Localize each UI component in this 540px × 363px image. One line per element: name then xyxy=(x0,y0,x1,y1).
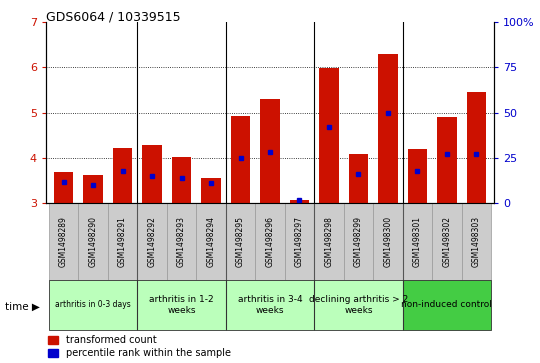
Bar xyxy=(137,203,167,280)
Bar xyxy=(314,280,403,330)
Bar xyxy=(113,148,132,203)
Text: GSM1498303: GSM1498303 xyxy=(472,216,481,267)
Bar xyxy=(379,54,397,203)
Bar xyxy=(408,149,427,203)
Bar xyxy=(255,203,285,280)
Text: GSM1498300: GSM1498300 xyxy=(383,216,393,267)
Text: GSM1498297: GSM1498297 xyxy=(295,216,304,267)
Text: GSM1498298: GSM1498298 xyxy=(325,216,334,267)
Bar xyxy=(172,157,191,203)
Bar xyxy=(462,203,491,280)
Text: GSM1498289: GSM1498289 xyxy=(59,216,68,267)
Bar xyxy=(319,68,339,203)
Text: GSM1498301: GSM1498301 xyxy=(413,216,422,267)
Text: time ▶: time ▶ xyxy=(5,302,40,312)
Text: GSM1498292: GSM1498292 xyxy=(147,216,157,267)
Text: arthritis in 0-3 days: arthritis in 0-3 days xyxy=(55,301,131,309)
Bar xyxy=(167,203,196,280)
Bar xyxy=(314,203,344,280)
Bar xyxy=(403,203,432,280)
Bar xyxy=(349,154,368,203)
Bar xyxy=(403,280,491,330)
Bar xyxy=(260,99,280,203)
Bar xyxy=(373,203,403,280)
Bar xyxy=(137,280,226,330)
Bar xyxy=(84,175,103,203)
Text: arthritis in 3-4
weeks: arthritis in 3-4 weeks xyxy=(238,295,302,315)
Bar xyxy=(290,200,309,203)
Bar xyxy=(78,203,108,280)
Bar xyxy=(231,116,250,203)
Text: GSM1498299: GSM1498299 xyxy=(354,216,363,267)
Bar xyxy=(49,203,78,280)
Bar xyxy=(437,117,456,203)
Bar xyxy=(467,92,486,203)
Text: non-induced control: non-induced control xyxy=(401,301,492,309)
Text: GSM1498302: GSM1498302 xyxy=(442,216,451,267)
Bar xyxy=(226,203,255,280)
Bar xyxy=(285,203,314,280)
Bar xyxy=(432,203,462,280)
Bar xyxy=(108,203,137,280)
Text: GSM1498291: GSM1498291 xyxy=(118,216,127,267)
Text: GDS6064 / 10339515: GDS6064 / 10339515 xyxy=(46,11,180,24)
Text: arthritis in 1-2
weeks: arthritis in 1-2 weeks xyxy=(149,295,214,315)
Text: GSM1498290: GSM1498290 xyxy=(89,216,98,267)
Text: GSM1498296: GSM1498296 xyxy=(266,216,274,267)
Bar xyxy=(49,280,137,330)
Text: GSM1498294: GSM1498294 xyxy=(206,216,215,267)
Text: declining arthritis > 2
weeks: declining arthritis > 2 weeks xyxy=(309,295,408,315)
Bar xyxy=(54,172,73,203)
Bar xyxy=(201,178,221,203)
Text: GSM1498293: GSM1498293 xyxy=(177,216,186,267)
Bar xyxy=(226,280,314,330)
Bar xyxy=(143,145,161,203)
Text: GSM1498295: GSM1498295 xyxy=(236,216,245,267)
Bar xyxy=(344,203,373,280)
Legend: transformed count, percentile rank within the sample: transformed count, percentile rank withi… xyxy=(48,335,231,358)
Bar xyxy=(196,203,226,280)
